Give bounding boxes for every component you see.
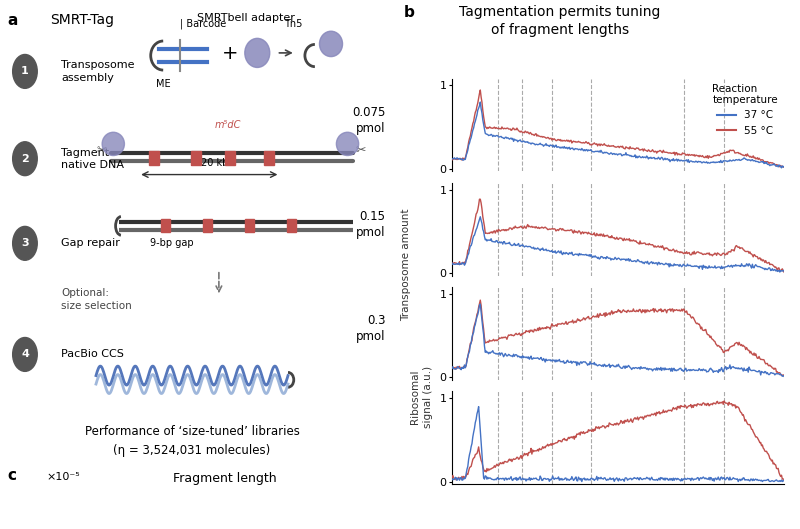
Text: SMRT-Tag: SMRT-Tag: [50, 13, 114, 27]
Text: ME: ME: [156, 79, 170, 89]
Circle shape: [13, 54, 38, 88]
Text: Fragment length: Fragment length: [173, 472, 277, 485]
Circle shape: [13, 142, 38, 176]
Circle shape: [13, 226, 38, 260]
Text: 0.15
pmol: 0.15 pmol: [356, 210, 386, 239]
Text: 1: 1: [21, 67, 29, 76]
Text: m⁵dC: m⁵dC: [215, 120, 242, 130]
Text: 4: 4: [21, 350, 29, 359]
Circle shape: [13, 338, 38, 371]
FancyBboxPatch shape: [191, 151, 201, 165]
Text: ×10⁻⁵: ×10⁻⁵: [46, 472, 80, 482]
Text: Tagmentation permits tuning
of fragment lengths: Tagmentation permits tuning of fragment …: [459, 5, 661, 37]
FancyBboxPatch shape: [287, 219, 297, 232]
Text: b: b: [404, 5, 415, 20]
Text: Tagment
native DNA: Tagment native DNA: [62, 148, 125, 170]
Text: ✂: ✂: [97, 144, 107, 157]
Ellipse shape: [245, 38, 270, 67]
FancyBboxPatch shape: [245, 219, 254, 232]
Text: c: c: [8, 468, 17, 483]
FancyBboxPatch shape: [264, 151, 274, 165]
Text: (η = 3,524,031 molecules): (η = 3,524,031 molecules): [114, 444, 270, 457]
FancyBboxPatch shape: [161, 219, 170, 232]
Text: Transposome amount: Transposome amount: [401, 208, 410, 321]
Text: 3: 3: [21, 239, 29, 248]
Text: 2: 2: [21, 154, 29, 163]
Text: a: a: [8, 13, 18, 28]
Text: +: +: [222, 44, 238, 63]
Text: Ribosomal
signal (a.u.): Ribosomal signal (a.u.): [410, 366, 433, 428]
Text: 9-bp gap: 9-bp gap: [150, 238, 194, 248]
Text: Optional:
size selection: Optional: size selection: [62, 288, 132, 311]
Text: PacBio CCS: PacBio CCS: [62, 350, 124, 359]
FancyBboxPatch shape: [149, 151, 158, 165]
Text: SMRTbell adapter: SMRTbell adapter: [197, 13, 294, 23]
Text: Tn5: Tn5: [284, 19, 302, 29]
Text: ✂: ✂: [356, 144, 366, 157]
Text: | Barcode: | Barcode: [181, 19, 226, 29]
Text: 0.075
pmol: 0.075 pmol: [352, 106, 386, 135]
Text: Gap repair: Gap repair: [62, 239, 120, 248]
FancyBboxPatch shape: [202, 219, 212, 232]
FancyBboxPatch shape: [226, 151, 235, 165]
Ellipse shape: [319, 31, 342, 57]
Ellipse shape: [336, 132, 358, 156]
Text: Transposome
assembly: Transposome assembly: [62, 60, 135, 83]
Ellipse shape: [102, 132, 125, 156]
Text: Performance of ‘size-tuned’ libraries: Performance of ‘size-tuned’ libraries: [85, 425, 299, 437]
Legend: 37 °C, 55 °C: 37 °C, 55 °C: [708, 79, 782, 140]
Text: 0.3
pmol: 0.3 pmol: [356, 314, 386, 343]
Text: 1–20 kb: 1–20 kb: [190, 158, 229, 168]
